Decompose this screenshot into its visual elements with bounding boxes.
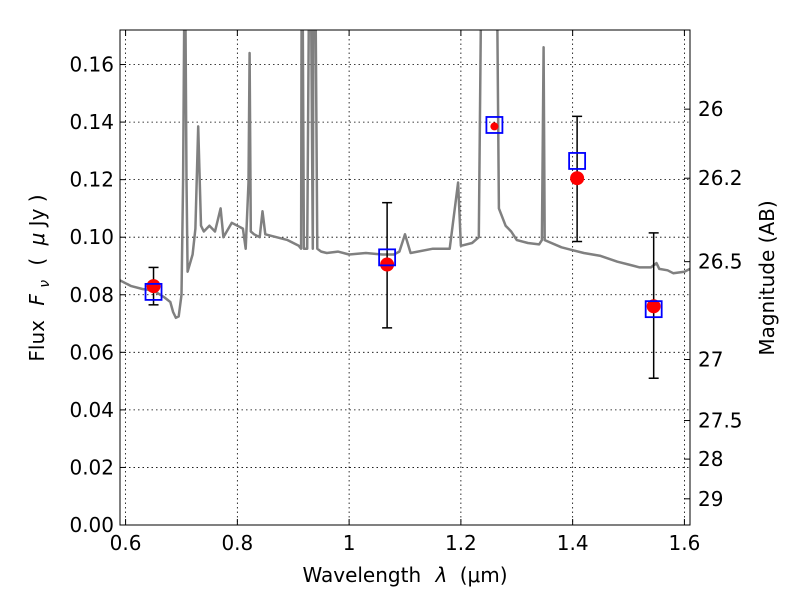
- x-axis-symbol: λ: [435, 563, 448, 587]
- x-tick-label: 0.8: [221, 531, 253, 555]
- observed-flux-point: [490, 122, 499, 131]
- x-axis-unit: (μm): [460, 563, 508, 587]
- y-axis-label: Flux: [25, 320, 49, 362]
- plot-frame: [119, 29, 691, 526]
- observed-flux-point: [646, 299, 661, 314]
- model-flux-square: [568, 152, 587, 170]
- y-tick-label: 0.08: [69, 283, 114, 307]
- x-axis-title: Wavelength λ (μm): [302, 563, 507, 587]
- y-tick-label: 0.00: [69, 513, 114, 537]
- x-axis-label: Wavelength: [302, 563, 421, 587]
- model-flux-square: [485, 116, 504, 134]
- y2-tick-label: 28: [698, 447, 723, 471]
- y-axis-title: Flux F ν ( μ Jy ): [25, 194, 54, 361]
- observed-flux-point: [570, 171, 585, 186]
- x-tick-label: 1: [343, 531, 356, 555]
- data-points-layer: [144, 115, 663, 379]
- y2-tick-label: 29: [698, 487, 723, 511]
- y2-tick-label: 26.5: [698, 250, 743, 274]
- y2-tick-label: 27: [698, 348, 723, 372]
- x-tick-label: 1.4: [557, 531, 589, 555]
- x-tick-label: 1.2: [445, 531, 477, 555]
- x-tick-label: 1.6: [669, 531, 701, 555]
- model-spectrum-line: [120, 30, 690, 320]
- model-flux-square: [378, 248, 397, 267]
- y-axis-unit-open: (: [25, 258, 49, 266]
- y-tick-label: 0.14: [69, 110, 114, 134]
- y-tick-label: 0.06: [69, 340, 114, 364]
- y2-tick-label: 26: [698, 97, 723, 121]
- y-axis-unit-mu: μ: [25, 233, 49, 247]
- y-tick-label: 0.12: [69, 168, 114, 192]
- y2-axis-title: Magnitude (AB): [755, 200, 779, 355]
- y-axis-symbol: F: [25, 294, 49, 306]
- x-tick-label: 0.6: [110, 531, 142, 555]
- grid-lines: [120, 30, 690, 526]
- y2-tick-label: 26.2: [698, 166, 743, 190]
- y-axis-unit-rest: Jy ): [25, 194, 49, 228]
- y-tick-label: 0.10: [69, 225, 114, 249]
- y2-tick-label: 27.5: [698, 409, 743, 433]
- observed-flux-point: [146, 279, 161, 294]
- y-tick-label: 0.02: [69, 455, 114, 479]
- model-flux-square: [144, 282, 163, 301]
- y-tick-label: 0.16: [69, 53, 114, 77]
- model-spectrum-layer: [120, 30, 690, 320]
- axis-ticks: 0.6 0.8 1 1.2 1.4 1.6 0.00 0.02 0.04 0.06 0.08 0.10…: [69, 30, 743, 555]
- model-flux-square: [644, 300, 663, 319]
- y-axis-symbol-sub: ν: [37, 280, 53, 288]
- y-tick-label: 0.04: [69, 398, 114, 422]
